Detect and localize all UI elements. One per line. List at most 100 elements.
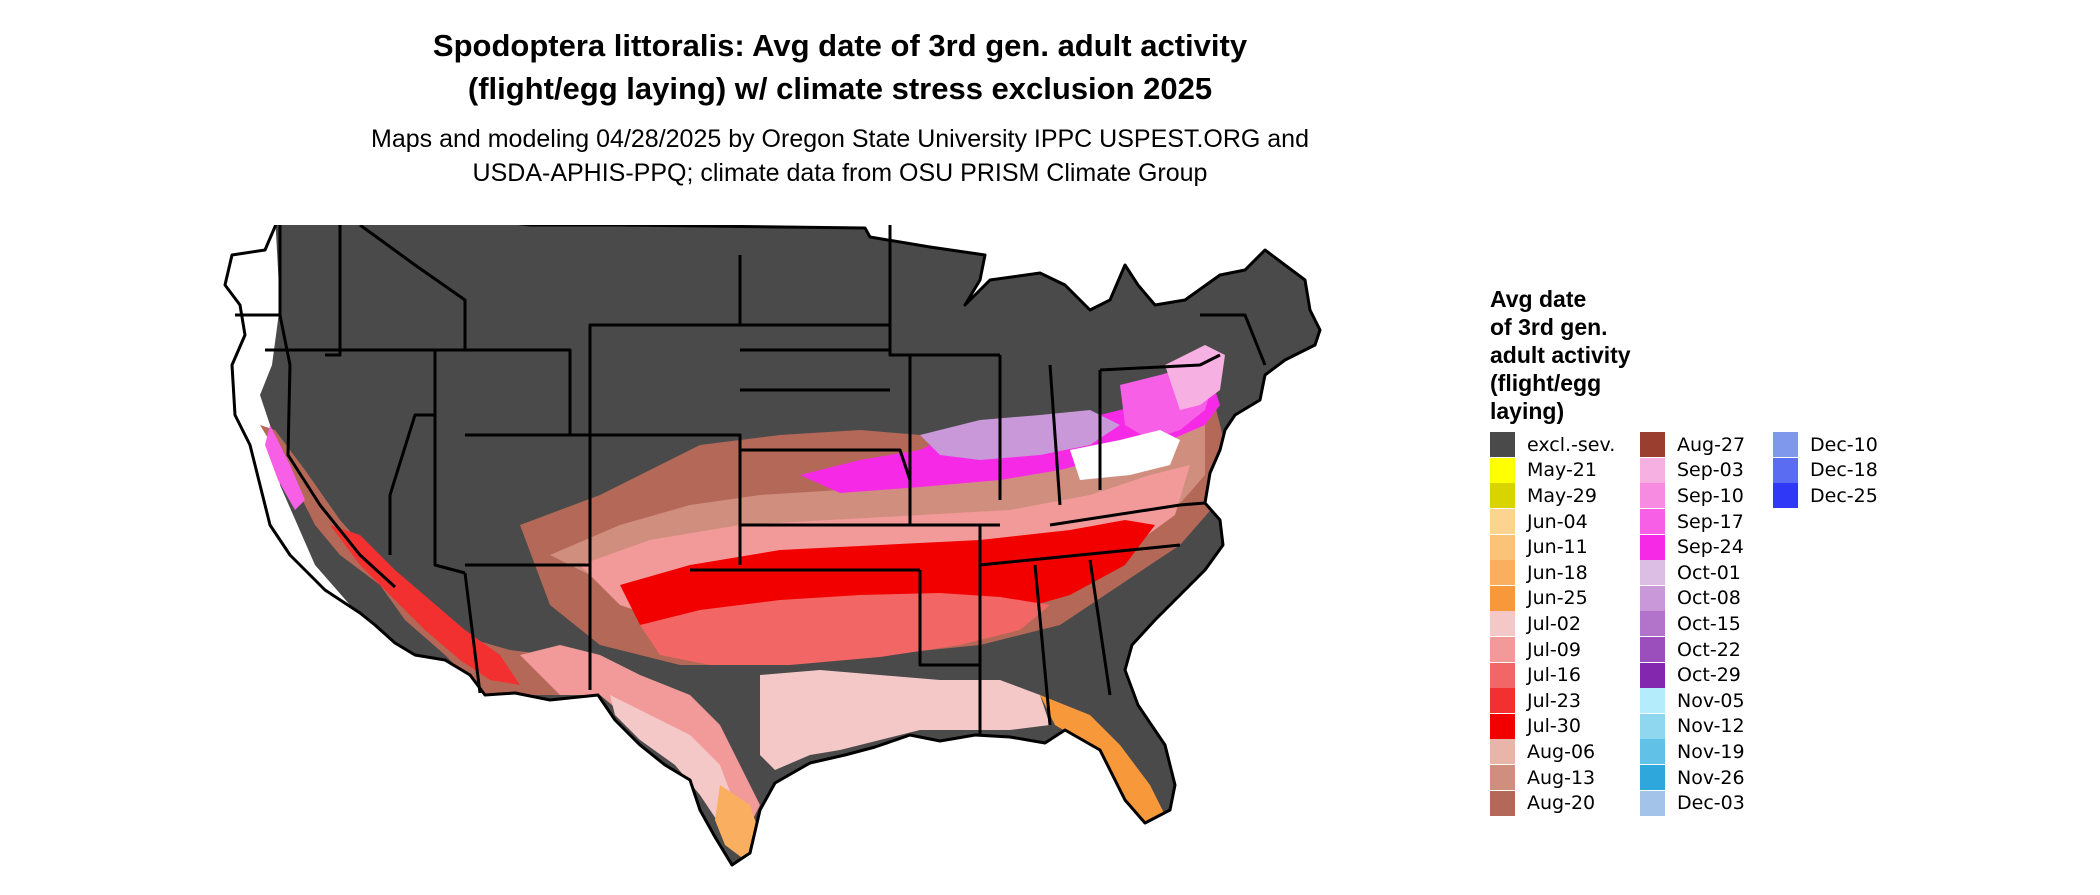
legend-label: Jun-04 [1527,510,1588,533]
arkansas-border [918,570,980,667]
legend-swatch [1773,432,1798,458]
legend-title-line: laying) [1490,398,1565,424]
legend-item: Sep-03 [1640,457,1745,484]
legend-swatch [1640,611,1665,637]
legend-swatch [1490,483,1515,509]
al-ga-border [1033,564,1052,726]
legend-label: Nov-26 [1677,766,1745,789]
legend-label: Oct-15 [1677,612,1741,635]
legend-label: Dec-25 [1810,484,1878,507]
legend-item: Sep-17 [1640,509,1745,535]
map-header: Spodoptera littoralis: Avg date of 3rd g… [230,24,1450,190]
gulf-coast-zone [760,670,1050,770]
legend-swatch [1640,534,1665,560]
wyoming-west-border [465,348,572,435]
legend-label: Sep-24 [1677,536,1744,559]
legend-swatch [1490,739,1515,765]
legend-label: Jul-16 [1527,664,1581,687]
legend-swatch [1640,790,1665,816]
legend-label: Nov-19 [1677,740,1745,763]
legend-swatch [1640,765,1665,791]
legend-item: Oct-29 [1640,662,1745,688]
legend-label: Jul-09 [1527,638,1581,661]
ca-valley-zone [265,425,305,510]
legend-label: May-29 [1527,484,1597,507]
legend-label: Dec-18 [1810,459,1878,482]
legend-column-3: Dec-10 Dec-18 Dec-25 [1773,432,1878,509]
legend-label: Oct-29 [1677,664,1741,687]
title-line-2: (flight/egg laying) w/ climate stress ex… [467,71,1213,106]
or-ca-nv-border [278,314,397,589]
legend-swatch [1640,560,1665,586]
map-subtitle: Maps and modeling 04/28/2025 by Oregon S… [230,122,1450,190]
legend-item: Jul-16 [1490,662,1615,688]
map-fill-layer [225,225,1320,865]
ga-sc-border [1088,559,1112,696]
legend-swatch [1490,765,1515,791]
legend-item: Oct-15 [1640,611,1745,637]
legend-label: Jul-30 [1527,715,1581,738]
iowa-mo-border [908,355,1000,527]
subtitle-line-1: Maps and modeling 04/28/2025 by Oregon S… [371,125,1309,153]
mn-border [888,225,1000,357]
title-line-1: Spodoptera littoralis: Avg date of 3rd g… [432,28,1248,63]
state-boundaries [223,225,1322,867]
legend-label: Oct-22 [1677,638,1741,661]
legend-swatch [1490,688,1515,714]
legend-swatch [1640,509,1665,535]
idaho-west-border [325,225,342,357]
legend-label: Sep-10 [1677,484,1744,507]
indiana-border [1048,364,1062,506]
idaho-montana-border [359,225,467,440]
legend-item: excl.-sev. [1490,432,1615,458]
legend-item: Sep-24 [1640,534,1745,560]
legend-swatch [1490,560,1515,586]
legend-label: Jul-23 [1527,689,1581,712]
legend-swatch [1640,483,1665,509]
legend-item: Dec-18 [1773,457,1878,484]
legend-label: Sep-03 [1677,459,1744,482]
legend-label: Aug-13 [1527,766,1596,789]
legend-label: Dec-03 [1677,792,1745,815]
legend-title-line: of 3rd gen. [1490,314,1608,340]
nv-ut-border [433,440,466,575]
ne-ks-border [740,448,912,481]
legend-label: Nov-05 [1677,689,1745,712]
legend-swatch [1490,611,1515,637]
legend-label: Oct-01 [1677,561,1741,584]
legend-swatch [1490,637,1515,663]
legend-item: Oct-01 [1640,560,1745,586]
legend-swatch [1640,432,1665,458]
legend-item: Nov-19 [1640,739,1745,765]
legend-title: Avg date of 3rd gen. adult activity (fli… [1490,285,1690,425]
legend-label: May-21 [1527,459,1597,482]
legend-item: Aug-27 [1640,432,1745,458]
legend-swatch [1640,637,1665,663]
legend-label: Aug-06 [1527,740,1596,763]
legend-swatch [1640,585,1665,611]
legend-item: Jul-09 [1490,637,1615,663]
legend-item: Aug-20 [1490,790,1615,816]
ky-tn-border [1049,501,1206,527]
legend-label: excl.-sev. [1527,433,1616,456]
legend-item: Jul-02 [1490,611,1615,637]
legend-item: May-29 [1490,483,1615,509]
legend-swatch [1490,713,1515,739]
legend-item: Oct-08 [1640,585,1745,612]
az-nm-border [463,572,482,694]
south-texas-zone [715,785,760,860]
legend-item: Jun-18 [1490,560,1615,586]
legend-item: Jun-25 [1490,585,1615,612]
legend-label: Oct-08 [1677,587,1741,610]
legend-swatch [1640,688,1665,714]
legend-item: Aug-13 [1490,765,1615,791]
legend-swatch [1490,585,1515,611]
legend-item: Dec-25 [1773,483,1878,509]
legend-item: Nov-26 [1640,765,1745,791]
legend-swatch [1773,457,1798,483]
legend-swatch [1640,739,1665,765]
legend-title-line: adult activity [1490,342,1631,368]
legend-label: Aug-27 [1677,433,1746,456]
legend-item: Oct-22 [1640,637,1745,663]
legend-title-line: (flight/egg [1490,370,1602,396]
